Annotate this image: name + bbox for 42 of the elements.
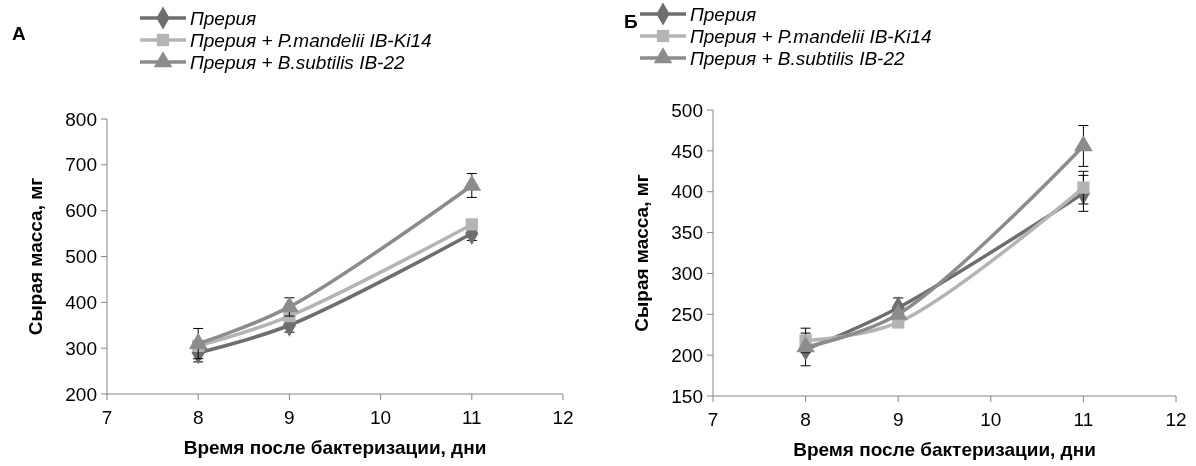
chart-title: А (12, 23, 26, 44)
legend-label: Прерия (190, 7, 257, 29)
x-tick-label: 11 (1073, 409, 1094, 430)
y-tick-label: 150 (671, 385, 703, 407)
y-tick-label: 600 (65, 200, 97, 222)
x-tick-label: 9 (892, 409, 904, 430)
x-tick-label: 11 (461, 407, 482, 428)
y-tick-label: 300 (65, 337, 97, 359)
legend-label: Прерия + P.mandelii IB-Ki14 (190, 29, 432, 51)
x-tick-label: 12 (552, 407, 574, 428)
legend-label: Прерия + B.subtilis IB-22 (190, 51, 405, 73)
x-tick-label: 8 (800, 409, 811, 430)
chart-title: Б (624, 11, 638, 32)
y-tick-label: 350 (671, 222, 703, 244)
y-tick-label: 200 (671, 344, 703, 366)
y-tick-label: 400 (671, 181, 703, 203)
x-tick-label: 7 (707, 409, 719, 430)
y-tick-label: 400 (65, 291, 97, 313)
point (1077, 181, 1090, 194)
x-tick-label: 10 (980, 409, 1002, 430)
point (1074, 135, 1093, 152)
y-axis-title: Сырая масса, мг (631, 174, 652, 332)
x-axis-title: Время после бактеризации, дни (183, 437, 487, 458)
y-tick-label: 700 (65, 154, 97, 176)
y-tick-label: 300 (671, 263, 703, 285)
x-tick-label: 7 (101, 407, 113, 428)
legend-label: Прерия (690, 3, 757, 25)
y-tick-label: 500 (65, 246, 97, 268)
x-axis-title: Время после бактеризации, дни (793, 439, 1096, 460)
y-tick-label: 250 (671, 303, 703, 325)
y-tick-label: 500 (671, 99, 703, 121)
y-axis-title: Сырая масса, мг (25, 177, 46, 336)
y-tick-label: 800 (65, 108, 97, 130)
y-tick-label: 200 (65, 383, 97, 405)
point (465, 218, 478, 231)
y-tick-label: 450 (671, 140, 703, 162)
x-tick-label: 8 (192, 407, 204, 428)
legend-label: Прерия + B.subtilis IB-22 (690, 47, 905, 69)
x-tick-label: 9 (284, 407, 295, 428)
x-tick-label: 12 (1165, 409, 1187, 430)
x-tick-label: 10 (370, 407, 392, 428)
legend-label: Прерия + P.mandelii IB-Ki14 (690, 25, 932, 47)
